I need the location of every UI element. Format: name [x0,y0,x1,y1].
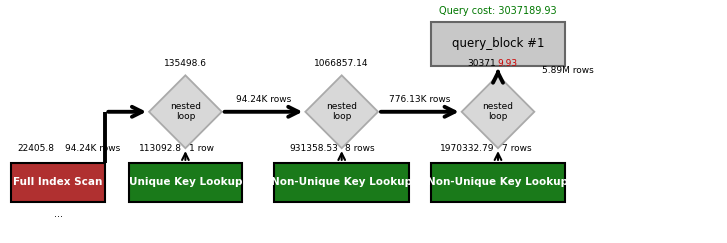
Text: Unique Key Lookup: Unique Key Lookup [129,177,242,187]
Text: query_block #1: query_block #1 [451,37,545,50]
Text: 7 rows: 7 rows [502,144,531,153]
Text: 22405.8: 22405.8 [17,144,55,153]
Text: 931358.53: 931358.53 [289,144,338,153]
Polygon shape [149,75,222,148]
Text: 30371: 30371 [467,59,496,68]
FancyBboxPatch shape [129,163,241,202]
Text: 1 row: 1 row [189,144,214,153]
Text: Full Index Scan: Full Index Scan [14,177,103,187]
Text: 94.24K rows: 94.24K rows [236,95,291,104]
Text: Query cost: 3037189.93: Query cost: 3037189.93 [439,6,557,16]
Text: Non-Unique Key Lookup: Non-Unique Key Lookup [427,177,569,187]
Text: 776.13K rows: 776.13K rows [389,95,451,104]
Text: nested
loop: nested loop [326,102,357,122]
Text: 135498.6: 135498.6 [164,59,207,68]
Text: 8 rows: 8 rows [345,144,375,153]
FancyBboxPatch shape [430,163,566,202]
FancyBboxPatch shape [274,163,409,202]
Text: 1970332.79: 1970332.79 [440,144,494,153]
FancyBboxPatch shape [430,22,566,66]
Text: Non-Unique Key Lookup: Non-Unique Key Lookup [271,177,412,187]
Text: 5.89M rows: 5.89M rows [542,66,593,75]
Polygon shape [305,75,378,148]
Text: nested
loop: nested loop [483,102,513,122]
Polygon shape [462,75,534,148]
FancyBboxPatch shape [11,163,105,202]
Text: 9.93: 9.93 [497,59,518,68]
Text: 1066857.14: 1066857.14 [315,59,369,68]
Text: nested
loop: nested loop [170,102,201,122]
Text: 113092.8: 113092.8 [139,144,182,153]
Text: ...: ... [54,209,63,219]
Text: 94.24K rows: 94.24K rows [65,144,121,153]
